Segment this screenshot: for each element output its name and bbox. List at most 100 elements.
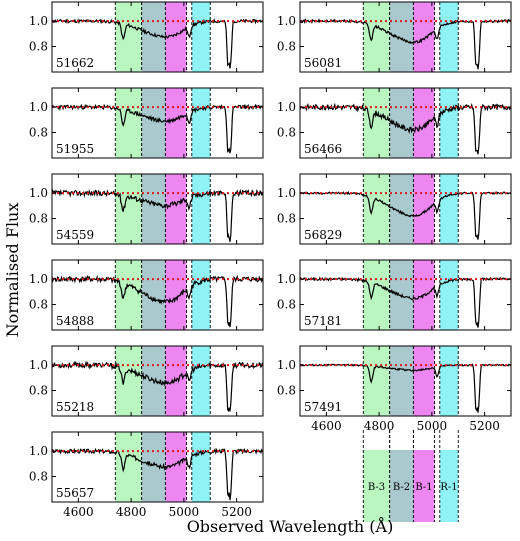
- legend-band-label: R-1: [440, 482, 457, 493]
- band-legend-strip: B-3 B-2 B-1 R-1: [362, 430, 459, 522]
- band-R-1: [439, 88, 459, 158]
- band-B-3: [115, 2, 142, 72]
- band-B-2: [389, 88, 414, 158]
- y-tick-label: 1.0: [29, 444, 48, 458]
- epoch-label: 55218: [56, 400, 94, 414]
- band-B-3: [363, 174, 390, 244]
- legend-band-R-1: [439, 450, 459, 522]
- band-B-2: [389, 2, 414, 72]
- panel-frame: [299, 1, 512, 73]
- band-B-3: [363, 260, 390, 330]
- band-B-3: [363, 346, 390, 416]
- panels-group: 0.8 1.0 51662 0.8 1.0 51955 0.8 1.0 54559 0.8 1.0 5…: [29, 1, 512, 519]
- epoch-label: 54559: [56, 228, 94, 242]
- band-B-1: [165, 174, 187, 244]
- panel-54888: 0.8 1.0 54888: [29, 259, 264, 331]
- y-tick-label: 0.8: [277, 212, 296, 226]
- band-B-2: [141, 174, 166, 244]
- panel-frame: [51, 173, 264, 245]
- x-tick-label: 5200: [221, 505, 252, 519]
- panel-frame: [299, 345, 512, 417]
- band-R-1: [439, 346, 459, 416]
- band-B-2: [141, 88, 166, 158]
- panel-frame: [299, 259, 512, 331]
- panel-51662: 0.8 1.0 51662: [29, 1, 264, 73]
- band-B-2: [141, 432, 166, 502]
- x-tick-label: 4800: [116, 505, 147, 519]
- y-tick-label: 0.8: [277, 298, 296, 312]
- panel-frame: [299, 173, 512, 245]
- y-tick-label: 1.0: [29, 358, 48, 372]
- band-B-1: [413, 2, 435, 72]
- y-tick-label: 0.8: [29, 126, 48, 140]
- band-B-2: [389, 346, 414, 416]
- epoch-label: 51662: [56, 56, 94, 70]
- x-tick-label: 4600: [63, 505, 94, 519]
- band-B-3: [363, 2, 390, 72]
- panel-frame: [51, 259, 264, 331]
- y-tick-label: 0.8: [277, 384, 296, 398]
- band-B-1: [165, 432, 187, 502]
- panel-frame: [51, 431, 264, 503]
- band-B-1: [165, 88, 187, 158]
- band-R-1: [191, 88, 211, 158]
- spectrum-line: [51, 447, 264, 501]
- y-tick-label: 0.8: [29, 384, 48, 398]
- band-R-1: [439, 174, 459, 244]
- panel-55657: 0.8 1.0 55657 4600 4800 5000 5200: [29, 431, 264, 519]
- band-B-1: [413, 174, 435, 244]
- spectrum-line: [51, 18, 263, 69]
- band-B-2: [141, 260, 166, 330]
- panel-frame: [299, 87, 512, 159]
- panel-frame: [51, 87, 264, 159]
- y-axis-label: Normalised Flux: [3, 203, 22, 338]
- epoch-label: 56081: [304, 56, 342, 70]
- band-R-1: [191, 2, 211, 72]
- band-B-1: [165, 2, 187, 72]
- x-tick-label: 4600: [311, 419, 342, 433]
- epoch-label: 51955: [56, 142, 94, 156]
- x-axis-label: Observed Wavelength (Å): [187, 516, 394, 536]
- legend-band-B-2: [389, 450, 414, 522]
- band-R-1: [191, 346, 211, 416]
- legend-band-label: B-1: [415, 482, 432, 493]
- y-tick-label: 1.0: [29, 186, 48, 200]
- band-B-3: [115, 260, 142, 330]
- band-B-3: [115, 432, 142, 502]
- x-tick-label: 4800: [364, 419, 395, 433]
- y-tick-label: 1.0: [29, 272, 48, 286]
- epoch-label: 56829: [304, 228, 342, 242]
- epoch-label: 57491: [304, 400, 342, 414]
- y-tick-label: 1.0: [29, 100, 48, 114]
- band-B-1: [165, 260, 187, 330]
- panel-frame: [51, 345, 264, 417]
- y-tick-label: 0.8: [29, 470, 48, 484]
- y-tick-label: 1.0: [277, 186, 296, 200]
- band-B-3: [363, 88, 390, 158]
- y-tick-label: 1.0: [277, 272, 296, 286]
- band-B-2: [141, 2, 166, 72]
- panel-57491: 0.8 1.0 57491 4600 4800 5000 5200: [277, 345, 512, 433]
- y-tick-label: 1.0: [277, 358, 296, 372]
- epoch-label: 55657: [56, 486, 94, 500]
- epoch-label: 56466: [304, 142, 342, 156]
- y-tick-label: 0.8: [277, 40, 296, 54]
- band-R-1: [191, 432, 211, 502]
- band-R-1: [439, 260, 459, 330]
- y-tick-label: 1.0: [277, 14, 296, 28]
- band-B-3: [115, 88, 142, 158]
- legend-band-label: B-2: [393, 482, 410, 493]
- y-tick-label: 1.0: [29, 14, 48, 28]
- y-tick-label: 1.0: [277, 100, 296, 114]
- epoch-label: 54888: [56, 314, 94, 328]
- panel-56081: 0.8 1.0 56081: [277, 1, 512, 73]
- panel-frame: [51, 1, 264, 73]
- legend-band-B-1: [413, 450, 435, 522]
- panel-56466: 0.8 1.0 56466: [277, 87, 512, 159]
- y-tick-label: 0.8: [29, 298, 48, 312]
- band-R-1: [439, 2, 459, 72]
- panel-51955: 0.8 1.0 51955: [29, 87, 264, 159]
- band-R-1: [191, 174, 211, 244]
- legend-band-label: B-3: [368, 482, 385, 493]
